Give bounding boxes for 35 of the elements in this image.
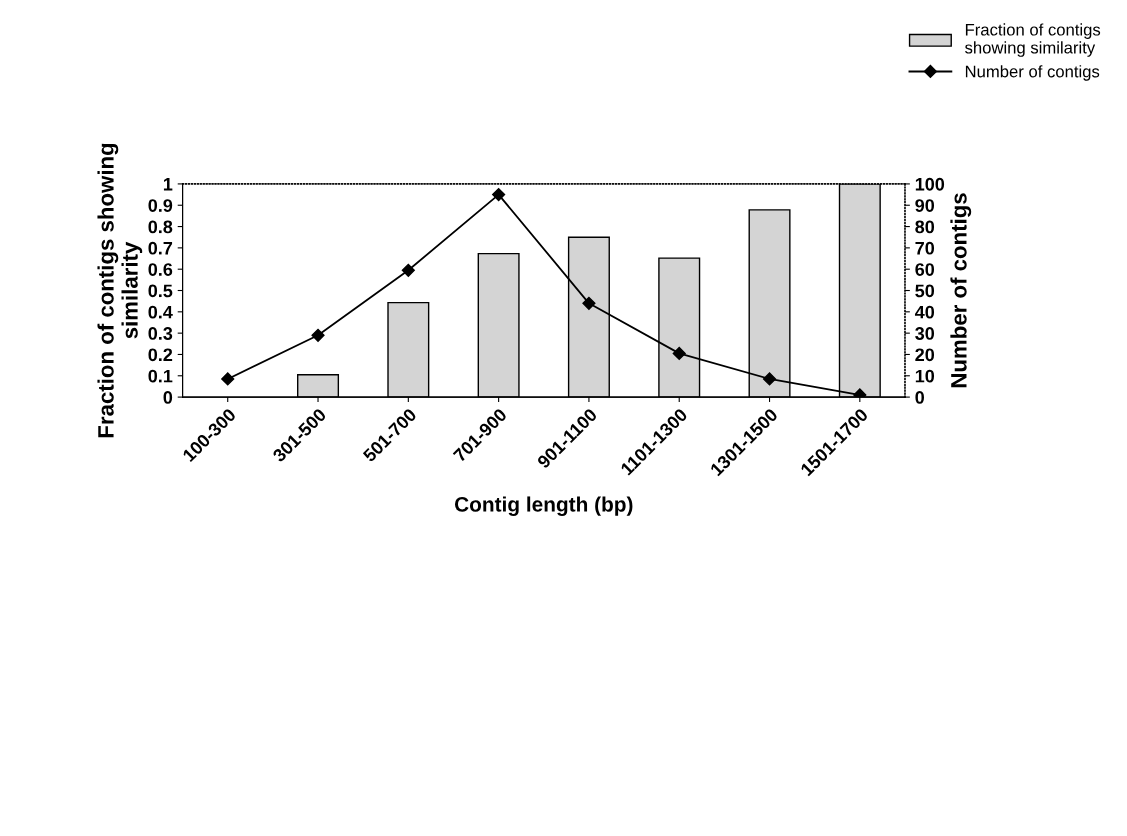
point [853, 388, 867, 398]
point [582, 296, 596, 310]
y2-tick-label: 70 [915, 241, 935, 255]
point [762, 372, 777, 386]
y-tick-label: 0.1 [148, 369, 173, 383]
y2-tick-label: 90 [915, 199, 935, 212]
y2-axis-title: Number of contigs [950, 193, 972, 388]
y-tick-label: 0.8 [148, 220, 173, 234]
y2-tick-label: 50 [915, 284, 935, 298]
y-tick-label: 0.3 [148, 327, 173, 340]
y2-tick-label: 40 [914, 305, 935, 319]
y-tick-label: 0.2 [148, 348, 173, 362]
y-tick-label: 0.7 [148, 241, 173, 255]
y-axis-title: Fraction of contigs showing similarity [97, 143, 143, 438]
y2-tick-label: 60 [915, 263, 935, 276]
legend-label: Number of contigs [965, 65, 1100, 81]
y2-tick-label: 20 [915, 348, 935, 362]
y2-tick-label: 30 [915, 327, 935, 340]
y2-tick-label: 0 [915, 391, 924, 404]
point [221, 372, 235, 386]
legend-label: Fraction of contigs showing similarity [965, 23, 1101, 57]
point [672, 346, 686, 360]
point [492, 187, 506, 202]
y2-tick-label: 10 [915, 369, 935, 383]
y2-tick-label: 80 [915, 220, 935, 234]
y2-tick-label: 100 [915, 177, 945, 191]
x-axis-title: Contig length (bp) [454, 496, 633, 516]
point [311, 328, 325, 342]
y-tick-label: 0.9 [148, 199, 173, 212]
y-tick-label: 0 [163, 391, 173, 404]
y-tick-label: 0.5 [148, 284, 173, 298]
point [401, 263, 415, 277]
y-tick-label: 0.4 [148, 305, 173, 319]
y-tick-label: 1 [163, 178, 173, 191]
y-tick-label: 0.6 [148, 263, 173, 276]
